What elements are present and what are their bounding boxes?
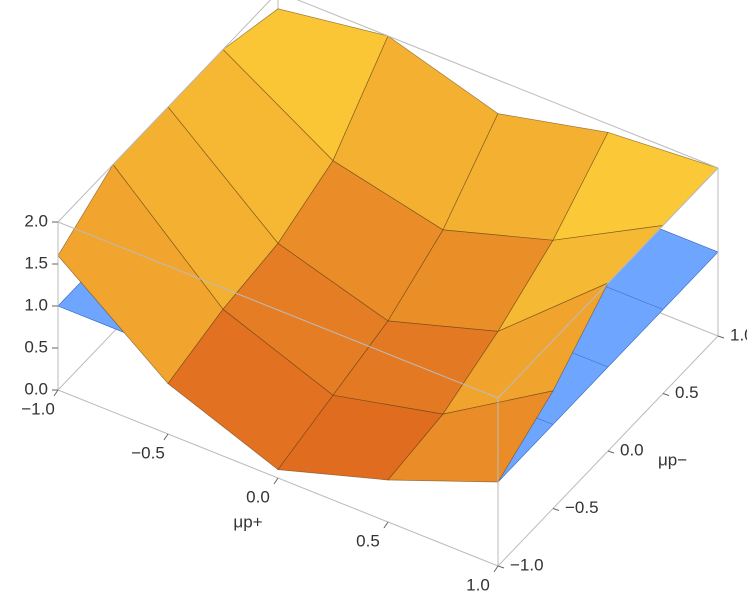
y-tick: [552, 508, 560, 511]
x-axis-label: μp+: [233, 512, 262, 531]
x-tick-label: 0.0: [246, 487, 270, 506]
x-tick-label: −1.0: [21, 399, 55, 418]
x-tick: [493, 565, 499, 573]
x-tick-label: 1.0: [466, 575, 490, 592]
y-tick-label: 1.0: [730, 325, 747, 344]
box-edge: [57, 0, 272, 223]
y-axis-label: μp−: [658, 450, 687, 469]
x-tick-label: −0.5: [131, 443, 165, 462]
x-tick-label: 0.5: [356, 531, 380, 550]
y-tick: [662, 393, 670, 396]
y-tick-label: −0.5: [565, 498, 599, 517]
x-tick: [53, 389, 59, 397]
y-tick: [497, 565, 505, 569]
z-tick-label: 0.5: [24, 337, 48, 356]
surface-patch: [387, 390, 554, 483]
z-tick-label: 2.0: [24, 211, 48, 230]
y-tick-label: 0.5: [675, 383, 699, 402]
y-tick-label: −1.0: [510, 555, 544, 574]
y-tick: [607, 450, 615, 454]
x-tick: [383, 521, 389, 529]
box-edge: [296, 0, 719, 169]
y-tick-label: 0.0: [620, 440, 644, 459]
x-tick: [273, 477, 279, 485]
z-tick-label: 1.0: [24, 295, 48, 314]
y-tick: [717, 335, 725, 339]
box-edge: [497, 167, 719, 399]
x-tick: [163, 433, 169, 441]
z-tick-label: 1.5: [24, 253, 48, 272]
box-edge: [57, 221, 499, 399]
z-tick-label: 0.0: [24, 379, 48, 398]
